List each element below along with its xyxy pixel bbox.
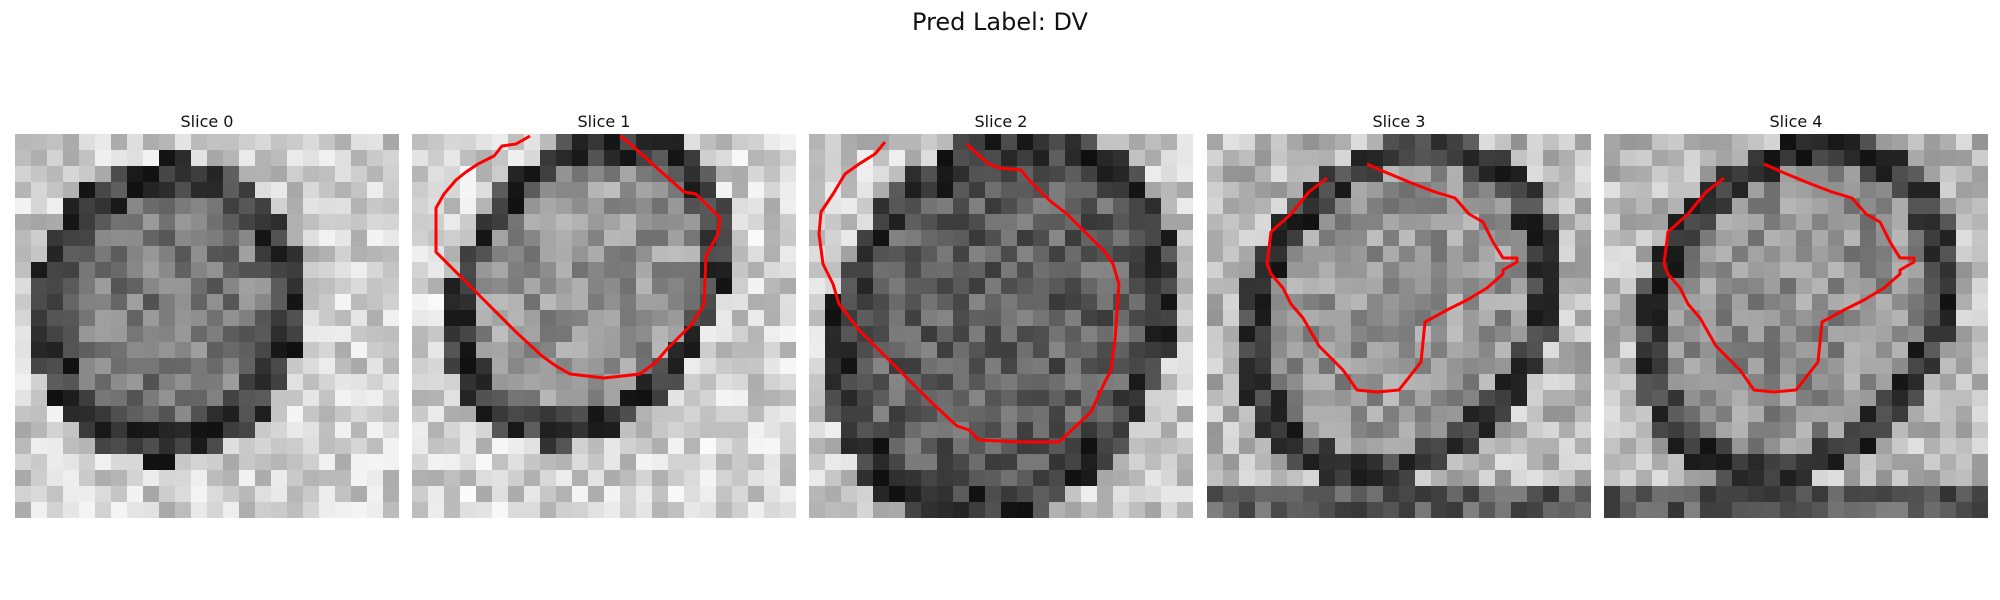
segmentation-contour [434,134,722,380]
slice-image [412,134,796,518]
slice-panel-3: Slice 3 [1207,110,1591,518]
slice-panel-1: Slice 1 [412,110,796,518]
slice-image [1207,134,1591,518]
figure-title: Pred Label: DV [912,8,1088,36]
pixel-grid [1604,134,1988,518]
slice-image [809,134,1193,518]
slice-image [15,134,399,518]
slice-image [1604,134,1988,518]
pixel-grid [412,134,796,518]
slice-title: Slice 4 [1769,112,1823,131]
slice-panel-4: Slice 4 [1604,110,1988,518]
slice-title: Slice 2 [974,112,1028,131]
slice-panel-2: Slice 2 [809,110,1193,518]
pixel-grid [809,134,1193,518]
pixel-grid [1207,134,1591,518]
segmentation-contour [1662,162,1916,394]
slice-panel-0: Slice 0 [15,110,399,518]
slice-title: Slice 3 [1372,112,1426,131]
segmentation-contour [1265,162,1519,394]
pixel-grid [15,134,399,518]
segmentation-contour [817,141,1121,444]
slice-title: Slice 1 [577,112,631,131]
slice-title: Slice 0 [180,112,234,131]
